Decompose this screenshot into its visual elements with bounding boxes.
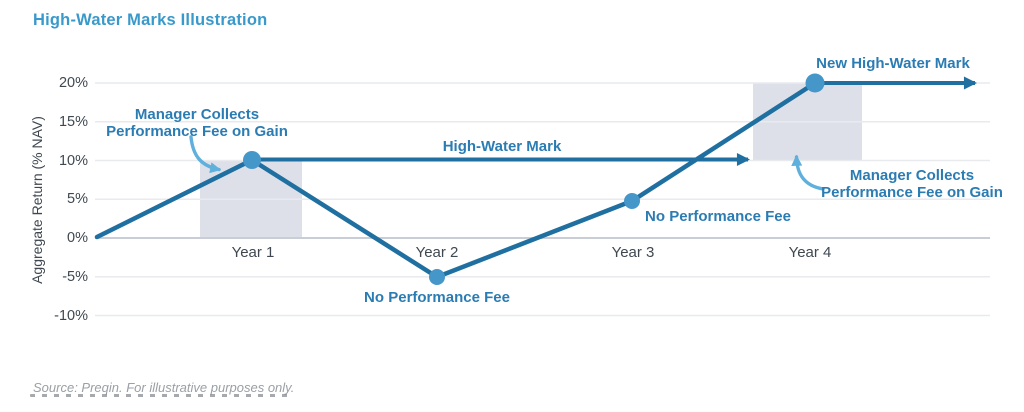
page-title: High-Water Marks Illustration bbox=[33, 11, 268, 29]
annotation-no-fee-year2: No Performance Fee bbox=[364, 289, 510, 306]
x-label-year3: Year 3 bbox=[611, 244, 655, 261]
data-point-year4 bbox=[805, 73, 825, 93]
annotation-line: Manager Collects bbox=[849, 167, 975, 184]
x-label-year1: Year 1 bbox=[231, 244, 275, 261]
annotation-line: Performance Fee on Gain bbox=[821, 184, 1003, 201]
annotation-high-water-mark: High-Water Mark bbox=[442, 138, 562, 155]
curved-arrow-right-icon bbox=[791, 154, 825, 191]
y-tick-10: 10% bbox=[58, 152, 88, 169]
annotation-manager-fee-right: Manager Collects Performance Fee on Gain bbox=[821, 167, 1003, 201]
data-point-year3 bbox=[624, 193, 640, 209]
annotation-new-high-water-mark: New High-Water Mark bbox=[816, 55, 970, 72]
data-point-year1 bbox=[243, 151, 261, 169]
y-tick-15: 15% bbox=[58, 113, 88, 130]
x-label-year4: Year 4 bbox=[788, 244, 832, 261]
annotation-line: Manager Collects bbox=[134, 106, 260, 123]
y-tick-20: 20% bbox=[58, 75, 88, 91]
y-tick-0: 0% bbox=[67, 230, 88, 246]
source-note: Source: Preqin. For illustrative purpose… bbox=[33, 380, 295, 395]
cropped-text-artifact bbox=[30, 394, 292, 397]
y-tick-neg10: -10% bbox=[54, 307, 88, 324]
curved-arrow-left-icon bbox=[189, 135, 222, 174]
annotation-no-fee-year3: No Performance Fee bbox=[645, 208, 791, 225]
data-point-year2 bbox=[429, 269, 445, 285]
annotation-line: Performance Fee on Gain bbox=[106, 123, 288, 140]
x-label-year2: Year 2 bbox=[415, 244, 459, 261]
y-tick-5: 5% bbox=[67, 191, 88, 208]
annotation-manager-fee-left: Manager Collects Performance Fee on Gain bbox=[106, 106, 288, 140]
y-tick-neg5: -5% bbox=[62, 268, 88, 285]
